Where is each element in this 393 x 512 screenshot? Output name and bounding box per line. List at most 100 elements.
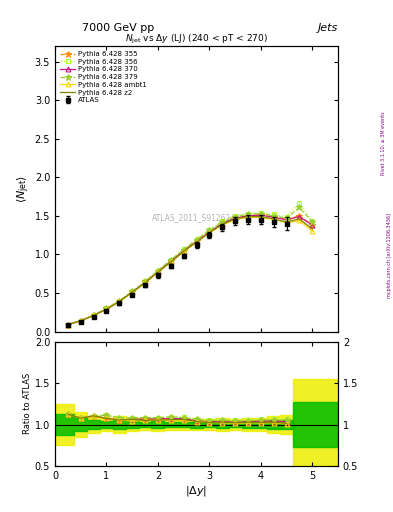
- Text: Jets: Jets: [318, 23, 338, 33]
- Pythia 6.428 355: [78, 317, 83, 324]
- Pythia 6.428 z2: [91, 312, 96, 318]
- Text: ATLAS_2011_S9126244: ATLAS_2011_S9126244: [152, 213, 241, 222]
- X-axis label: $|\Delta y|$: $|\Delta y|$: [185, 483, 208, 498]
- Pythia 6.428 356: [104, 305, 109, 311]
- Pythia 6.428 ambt1: [207, 230, 212, 236]
- Pythia 6.428 z2: [194, 239, 199, 245]
- Pythia 6.428 379: [246, 211, 250, 218]
- Pythia 6.428 ambt1: [220, 222, 224, 228]
- Pythia 6.428 370: [310, 222, 315, 228]
- Pythia 6.428 356: [207, 227, 212, 233]
- Pythia 6.428 370: [91, 312, 96, 318]
- Pythia 6.428 355: [91, 312, 96, 318]
- Pythia 6.428 356: [284, 214, 289, 220]
- Pythia 6.428 356: [143, 279, 147, 285]
- Line: Pythia 6.428 355: Pythia 6.428 355: [65, 212, 315, 328]
- Pythia 6.428 z2: [78, 317, 83, 324]
- Pythia 6.428 356: [66, 322, 70, 328]
- Pythia 6.428 379: [143, 279, 147, 285]
- Pythia 6.428 ambt1: [78, 317, 83, 324]
- Pythia 6.428 355: [207, 229, 212, 235]
- Pythia 6.428 370: [194, 238, 199, 244]
- Pythia 6.428 370: [233, 215, 237, 221]
- Pythia 6.428 355: [143, 279, 147, 285]
- Pythia 6.428 379: [156, 268, 160, 274]
- Pythia 6.428 z2: [143, 280, 147, 286]
- Pythia 6.428 356: [91, 312, 96, 318]
- Pythia 6.428 ambt1: [233, 217, 237, 223]
- Pythia 6.428 z2: [310, 226, 315, 232]
- Pythia 6.428 355: [117, 298, 122, 305]
- Pythia 6.428 355: [297, 213, 302, 219]
- Pythia 6.428 z2: [259, 214, 263, 220]
- Pythia 6.428 z2: [104, 306, 109, 312]
- Pythia 6.428 356: [310, 218, 315, 224]
- Pythia 6.428 356: [194, 236, 199, 242]
- Pythia 6.428 355: [169, 258, 173, 264]
- Text: 7000 GeV pp: 7000 GeV pp: [82, 23, 154, 33]
- Pythia 6.428 z2: [207, 230, 212, 236]
- Pythia 6.428 355: [130, 289, 134, 295]
- Pythia 6.428 370: [130, 289, 134, 295]
- Pythia 6.428 379: [181, 247, 186, 253]
- Line: Pythia 6.428 z2: Pythia 6.428 z2: [68, 217, 312, 325]
- Pythia 6.428 379: [233, 214, 237, 220]
- Pythia 6.428 ambt1: [143, 280, 147, 286]
- Pythia 6.428 370: [207, 229, 212, 235]
- Line: Pythia 6.428 ambt1: Pythia 6.428 ambt1: [66, 215, 315, 327]
- Pythia 6.428 ambt1: [246, 215, 250, 221]
- Text: Rivet 3.1.10, ≥ 3M events: Rivet 3.1.10, ≥ 3M events: [381, 112, 386, 175]
- Pythia 6.428 370: [156, 268, 160, 274]
- Pythia 6.428 z2: [246, 214, 250, 220]
- Pythia 6.428 ambt1: [259, 215, 263, 221]
- Pythia 6.428 370: [78, 317, 83, 324]
- Pythia 6.428 z2: [66, 322, 70, 328]
- Pythia 6.428 ambt1: [156, 269, 160, 275]
- Pythia 6.428 356: [130, 288, 134, 294]
- Pythia 6.428 370: [143, 279, 147, 285]
- Pythia 6.428 379: [78, 317, 83, 324]
- Pythia 6.428 379: [117, 297, 122, 304]
- Pythia 6.428 355: [220, 221, 224, 227]
- Pythia 6.428 355: [233, 215, 237, 221]
- Pythia 6.428 379: [194, 237, 199, 243]
- Pythia 6.428 370: [297, 214, 302, 220]
- Pythia 6.428 379: [297, 204, 302, 210]
- Line: Pythia 6.428 379: Pythia 6.428 379: [65, 204, 315, 328]
- Pythia 6.428 379: [104, 305, 109, 311]
- Pythia 6.428 379: [310, 219, 315, 225]
- Pythia 6.428 z2: [233, 216, 237, 222]
- Pythia 6.428 z2: [181, 248, 186, 254]
- Pythia 6.428 355: [194, 238, 199, 244]
- Pythia 6.428 379: [284, 215, 289, 221]
- Pythia 6.428 355: [310, 222, 315, 228]
- Pythia 6.428 355: [259, 212, 263, 218]
- Pythia 6.428 379: [271, 213, 276, 219]
- Pythia 6.428 356: [78, 317, 83, 324]
- Pythia 6.428 355: [66, 322, 70, 328]
- Pythia 6.428 ambt1: [91, 312, 96, 318]
- Pythia 6.428 370: [284, 217, 289, 223]
- Pythia 6.428 z2: [284, 219, 289, 225]
- Pythia 6.428 379: [169, 257, 173, 263]
- Pythia 6.428 z2: [169, 259, 173, 265]
- Pythia 6.428 ambt1: [169, 259, 173, 265]
- Pythia 6.428 z2: [220, 221, 224, 227]
- Pythia 6.428 370: [66, 322, 70, 328]
- Pythia 6.428 379: [259, 210, 263, 217]
- Pythia 6.428 ambt1: [297, 218, 302, 224]
- Pythia 6.428 ambt1: [194, 239, 199, 245]
- Pythia 6.428 370: [271, 215, 276, 221]
- Pythia 6.428 356: [271, 211, 276, 218]
- Pythia 6.428 ambt1: [284, 220, 289, 226]
- Pythia 6.428 355: [284, 217, 289, 223]
- Pythia 6.428 379: [66, 322, 70, 328]
- Pythia 6.428 ambt1: [130, 290, 134, 296]
- Pythia 6.428 356: [246, 210, 250, 217]
- Line: Pythia 6.428 370: Pythia 6.428 370: [66, 212, 315, 327]
- Pythia 6.428 370: [169, 258, 173, 264]
- Pythia 6.428 z2: [130, 289, 134, 295]
- Pythia 6.428 z2: [117, 298, 122, 305]
- Pythia 6.428 356: [169, 257, 173, 263]
- Pythia 6.428 ambt1: [271, 217, 276, 223]
